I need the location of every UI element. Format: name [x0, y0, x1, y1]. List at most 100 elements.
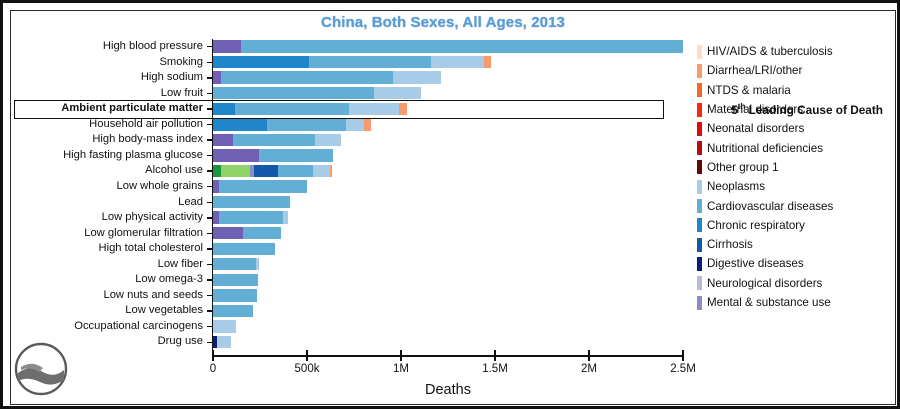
- bar-segment[interactable]: [345, 118, 365, 131]
- stacked-bar[interactable]: [213, 304, 254, 318]
- bar-row[interactable]: [213, 257, 683, 272]
- bar-segment[interactable]: [431, 55, 484, 69]
- bar-segment[interactable]: [216, 335, 231, 349]
- bar-segment[interactable]: [213, 320, 236, 333]
- bar-segment[interactable]: [399, 102, 407, 115]
- bar-segment[interactable]: [213, 273, 259, 287]
- bar-row[interactable]: [213, 179, 683, 194]
- stacked-bar[interactable]: [213, 71, 442, 84]
- stacked-bar[interactable]: [213, 118, 371, 131]
- bar-row[interactable]: [213, 55, 683, 70]
- bar-row[interactable]: [213, 70, 683, 85]
- bar-segment[interactable]: [213, 71, 222, 84]
- stacked-bar[interactable]: [213, 102, 407, 115]
- bar-segment[interactable]: [312, 164, 330, 178]
- legend-item[interactable]: Diarrhea/LRI/other: [697, 61, 897, 80]
- legend-item[interactable]: HIV/AIDS & tuberculosis: [697, 42, 897, 61]
- stacked-bar[interactable]: [213, 180, 307, 193]
- bar-row[interactable]: [213, 272, 683, 287]
- bar-segment[interactable]: [213, 335, 217, 349]
- legend-item[interactable]: Chronic respiratory: [697, 216, 897, 235]
- stacked-bar[interactable]: [213, 133, 341, 147]
- bar-segment[interactable]: [283, 211, 289, 224]
- stacked-bar[interactable]: [213, 195, 291, 209]
- legend-item[interactable]: Cirrhosis: [697, 235, 897, 254]
- bar-segment[interactable]: [259, 149, 334, 162]
- bar-segment[interactable]: [234, 102, 350, 115]
- legend-item[interactable]: Neonatal disorders: [697, 119, 897, 138]
- bar-segment[interactable]: [213, 149, 260, 162]
- bar-row[interactable]: [213, 210, 683, 225]
- bar-row[interactable]: [213, 241, 683, 256]
- bar-segment[interactable]: [213, 211, 219, 224]
- bar-segment[interactable]: [315, 133, 341, 147]
- bar-segment[interactable]: [213, 40, 242, 53]
- bar-segment[interactable]: [213, 118, 267, 131]
- bar-segment[interactable]: [213, 242, 276, 255]
- bar-segment[interactable]: [213, 304, 254, 318]
- bar-row[interactable]: [213, 132, 683, 147]
- bar-segment[interactable]: [393, 71, 442, 84]
- bar-segment[interactable]: [364, 118, 371, 131]
- bar-segment[interactable]: [213, 258, 257, 271]
- stacked-bar[interactable]: [213, 211, 289, 224]
- stacked-bar[interactable]: [213, 335, 231, 349]
- bar-segment[interactable]: [213, 55, 309, 69]
- stacked-bar[interactable]: [213, 258, 260, 271]
- legend-item[interactable]: Other group 1: [697, 158, 897, 177]
- bar-segment[interactable]: [213, 289, 258, 302]
- bar-segment[interactable]: [213, 133, 233, 147]
- bar-segment[interactable]: [241, 40, 683, 53]
- bar-segment[interactable]: [308, 55, 432, 69]
- stacked-bar[interactable]: [213, 149, 334, 162]
- legend-item[interactable]: Mental & substance use: [697, 293, 897, 312]
- bar-row[interactable]: [213, 101, 683, 116]
- bar-segment[interactable]: [254, 164, 278, 178]
- legend-item[interactable]: Nutritional deficiencies: [697, 138, 897, 157]
- stacked-bar[interactable]: [213, 40, 683, 53]
- bar-segment[interactable]: [213, 164, 222, 178]
- bar-segment[interactable]: [243, 226, 281, 240]
- stacked-bar[interactable]: [213, 226, 281, 240]
- bar-row[interactable]: [213, 86, 683, 101]
- bar-segment[interactable]: [483, 55, 492, 69]
- stacked-bar[interactable]: [213, 242, 276, 255]
- bar-segment[interactable]: [221, 71, 394, 84]
- bar-row[interactable]: [213, 117, 683, 132]
- bar-row[interactable]: [213, 39, 683, 54]
- stacked-bar[interactable]: [213, 87, 421, 100]
- legend-item[interactable]: Maternal disorders: [697, 100, 897, 119]
- bar-segment[interactable]: [213, 87, 374, 100]
- bar-segment[interactable]: [218, 180, 307, 193]
- stacked-bar[interactable]: [213, 273, 259, 287]
- bar-segment[interactable]: [213, 195, 291, 209]
- legend-item[interactable]: Neurological disorders: [697, 274, 897, 293]
- legend-item[interactable]: Neoplasms: [697, 177, 897, 196]
- bar-segment[interactable]: [249, 164, 255, 178]
- stacked-bar[interactable]: [213, 55, 492, 69]
- bar-row[interactable]: [213, 195, 683, 210]
- bar-row[interactable]: [213, 303, 683, 318]
- bar-segment[interactable]: [373, 87, 421, 100]
- bar-row[interactable]: [213, 148, 683, 163]
- bar-segment[interactable]: [349, 102, 400, 115]
- stacked-bar[interactable]: [213, 164, 333, 178]
- bar-segment[interactable]: [329, 164, 333, 178]
- bar-segment[interactable]: [232, 133, 316, 147]
- bar-segment[interactable]: [221, 164, 250, 178]
- bar-segment[interactable]: [266, 118, 346, 131]
- legend-item[interactable]: Cardiovascular diseases: [697, 196, 897, 215]
- bar-row[interactable]: [213, 334, 683, 349]
- bar-segment[interactable]: [218, 211, 284, 224]
- bar-row[interactable]: [213, 319, 683, 334]
- bar-segment[interactable]: [213, 226, 244, 240]
- bar-row[interactable]: [213, 226, 683, 241]
- stacked-bar[interactable]: [213, 289, 258, 302]
- legend-item[interactable]: Digestive diseases: [697, 254, 897, 273]
- bar-row[interactable]: [213, 163, 683, 178]
- bar-segment[interactable]: [277, 164, 313, 178]
- stacked-bar[interactable]: [213, 320, 236, 333]
- bar-segment[interactable]: [256, 258, 260, 271]
- legend-item[interactable]: NTDS & malaria: [697, 81, 897, 100]
- bar-segment[interactable]: [213, 180, 219, 193]
